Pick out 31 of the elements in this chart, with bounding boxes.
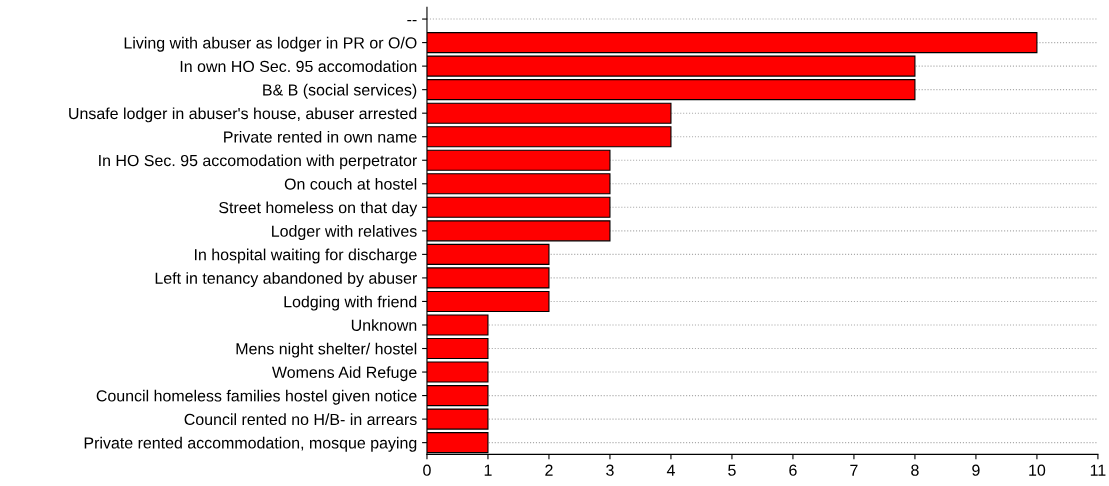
y-tick-label: In HO Sec. 95 accomodation with perpetrator [99, 154, 417, 170]
y-tick-label: Living with abuser as lodger in PR or O/O [124, 36, 417, 52]
y-tick-label: Council rented no H/B- in arrears [184, 413, 417, 426]
x-tick-label: 3 [606, 464, 614, 476]
y-tick-label: Council homeless families hostel given notice [96, 389, 417, 405]
y-tick-label: Street homeless on that day [219, 201, 418, 217]
x-tick-label: 5 [728, 464, 736, 476]
y-tick-label: B& B (social services) [263, 83, 417, 99]
x-tick-label: 0 [423, 464, 431, 476]
y-tick-label: On couch at hostel [284, 178, 417, 190]
y-tick-label: Private rented in own name [224, 130, 417, 143]
y-tick-label: Unknown [351, 319, 417, 331]
y-tick-label: Womens Aid Refuge [272, 366, 417, 382]
y-tick-label: Left in tenancy abandoned by abuser [155, 272, 417, 288]
y-tick-label: Lodging with friend [284, 295, 417, 311]
x-tick-label: 7 [850, 464, 858, 476]
x-tick-label: 2 [545, 464, 553, 476]
x-tick-label: 9 [972, 464, 980, 476]
y-tick-label: In own HO Sec. 95 accomodation [180, 60, 417, 73]
x-tick-label: 8 [911, 464, 919, 476]
x-tick-label: 10 [1029, 464, 1046, 476]
x-tick-label: 6 [789, 464, 797, 476]
y-tick-label: Unsafe lodger in abuser's house, abuser arrested [69, 107, 417, 123]
y-tick-label: Lodger with relatives [272, 225, 417, 240]
y-tick-label: Mens night shelter/ hostel [236, 342, 417, 358]
x-tick-label: 1 [484, 464, 492, 476]
y-tick-label: Private rented accommodation, mosque paying [84, 436, 417, 452]
y-tick-label: -- [407, 19, 417, 22]
y-tick-label: In hospital waiting for discharge [195, 248, 417, 264]
x-tick-label: 11 [1090, 464, 1106, 476]
x-tick-label: 4 [666, 464, 675, 476]
